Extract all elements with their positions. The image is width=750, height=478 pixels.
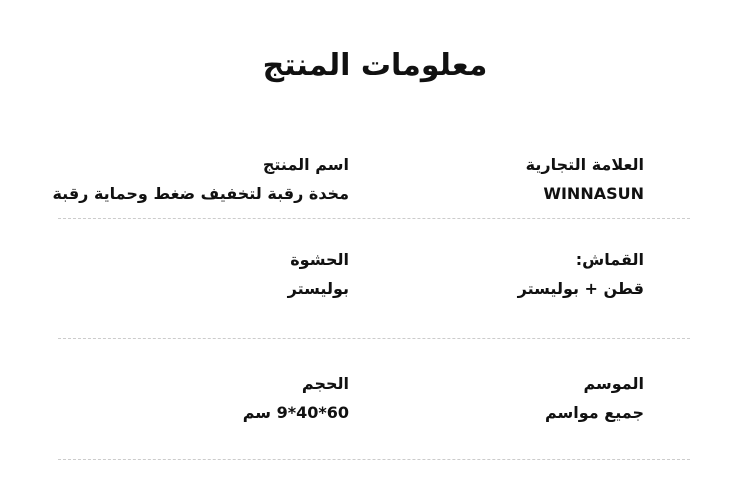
spec-cell: العلامة التجارية WINNASUN (344, 155, 644, 203)
spec-label: اسم المنتج (262, 155, 349, 174)
spec-label: الحجم (301, 374, 349, 393)
spec-label: القماش: (575, 250, 644, 269)
spec-row: العلامة التجارية WINNASUN اسم المنتج مخدة ر… (52, 155, 690, 219)
spec-value: قطن + بوليستر (517, 279, 644, 298)
spec-value: جميع مواسم (545, 403, 644, 422)
spec-cell: الموسم جميع مواسم (344, 374, 644, 422)
spec-label: العلامة التجارية (525, 155, 644, 174)
spec-label: الموسم (583, 374, 644, 393)
spec-cell: القماش: قطن + بوليستر (344, 250, 644, 298)
spec-value: 60*40*9 سم (242, 403, 349, 422)
spec-row: الموسم جميع مواسم الحجم 60*40*9 سم (58, 374, 690, 460)
spec-cell: اسم المنتج مخدة رقبة لتخفيف ضغط وحماية رق… (49, 155, 349, 203)
spec-row: القماش: قطن + بوليستر الحشوة بوليستر (58, 250, 690, 339)
spec-cell: الحجم 60*40*9 سم (49, 374, 349, 422)
spec-value: WINNASUN (543, 184, 644, 203)
spec-label: الحشوة (290, 250, 349, 269)
spec-value: مخدة رقبة لتخفيف ضغط وحماية رقبة (52, 184, 349, 203)
spec-cell: الحشوة بوليستر (49, 250, 349, 298)
spec-value: بوليستر (287, 279, 349, 298)
title: معلومات المنتج (262, 48, 488, 83)
